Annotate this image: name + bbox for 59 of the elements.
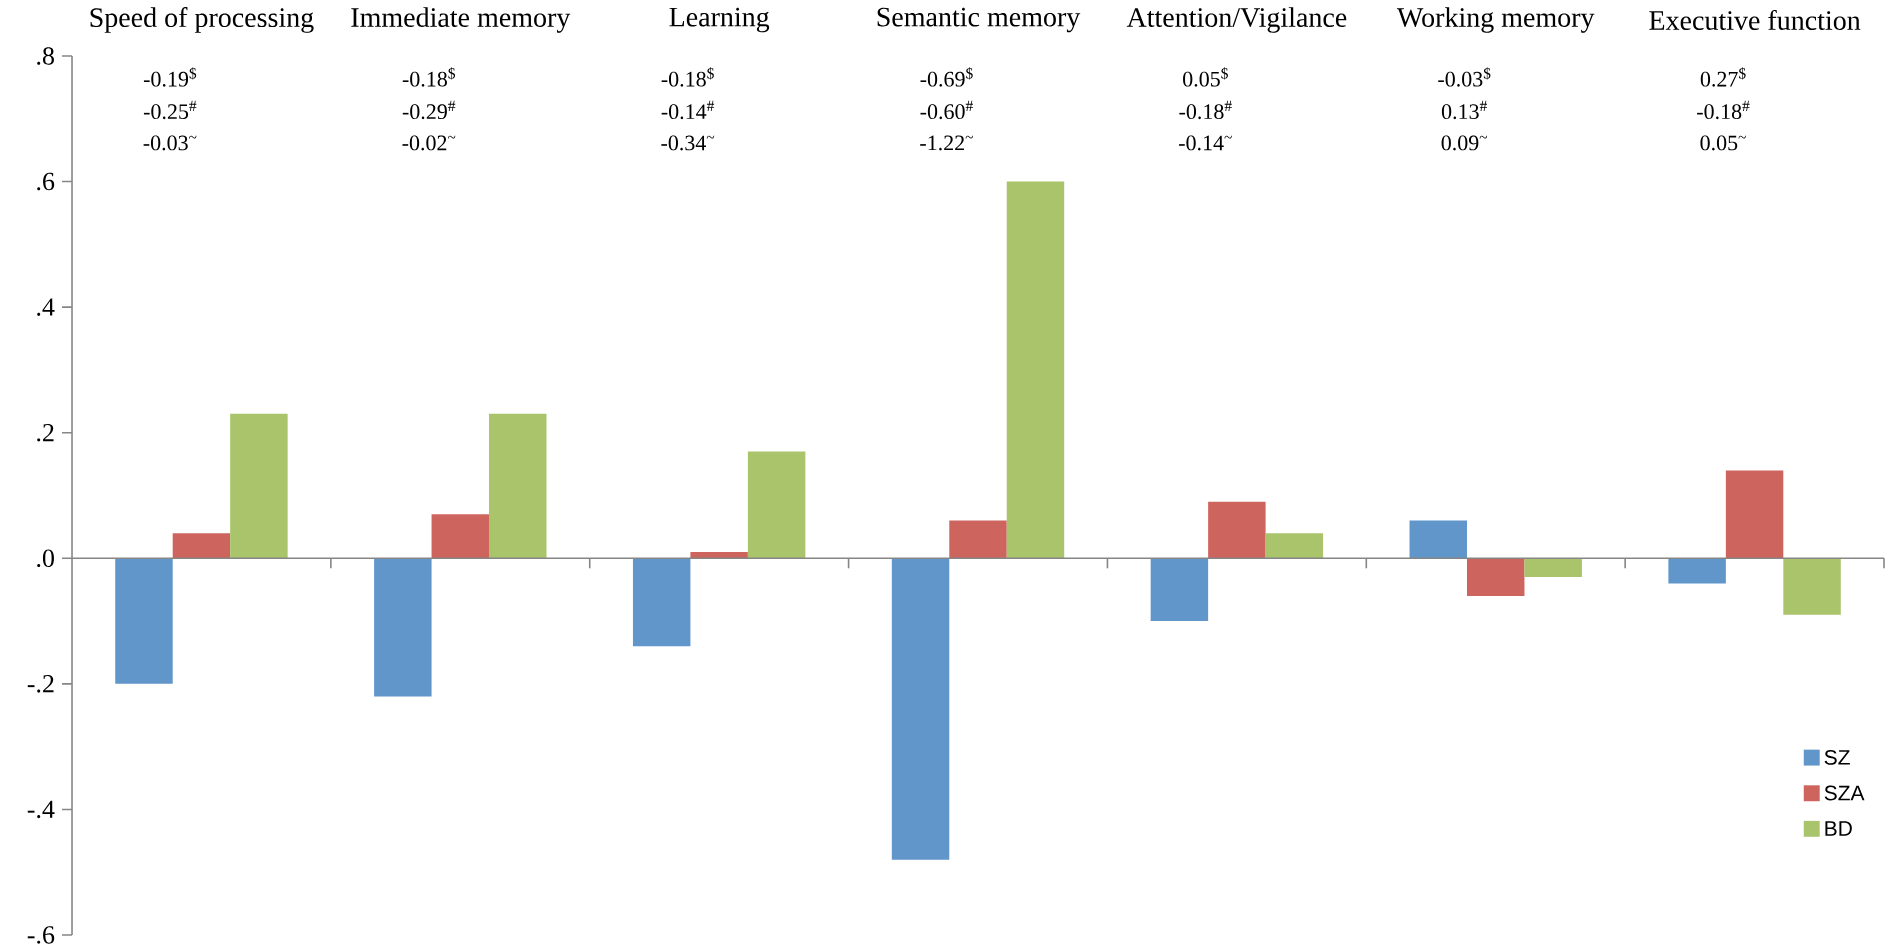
annotation: -0.34$^{~}$ <box>661 135 715 151</box>
bar <box>374 558 432 697</box>
y-tick-label: .0 <box>37 549 54 568</box>
y-tick-label: .6 <box>37 172 55 191</box>
y-tick-label: -.6 <box>27 926 55 944</box>
y-tick-label: .8 <box>37 47 54 65</box>
bar <box>230 413 288 559</box>
annotation: 0.05$^{~}$ <box>1700 135 1746 151</box>
x-tick-label: Executive function <box>1649 9 1861 30</box>
legend-label: SZA <box>1824 785 1865 801</box>
bar <box>1783 558 1841 615</box>
x-tick-label: Speed of processing <box>90 7 314 33</box>
legend-label: SZ <box>1824 749 1850 765</box>
annotation: 0.09$^{~}$ <box>1441 135 1488 151</box>
x-tick-label: Working memory <box>1396 7 1595 33</box>
annotation: -0.18$^{#}$ <box>1179 100 1232 120</box>
annotation: -0.03$^{~}$ <box>143 135 197 151</box>
annotation: 0.13$^{#}$ <box>1441 100 1487 120</box>
bar <box>431 514 490 559</box>
annotation: -0.02$^{~}$ <box>402 135 456 151</box>
y-tick-label: -.4 <box>27 800 55 819</box>
y-tick-label: .4 <box>37 298 55 316</box>
bar <box>1524 558 1582 578</box>
x-tick-label: Semantic memory <box>877 7 1081 33</box>
annotation: 0.27$^{$}$ <box>1700 67 1746 87</box>
bar <box>1466 558 1525 596</box>
bar <box>1208 501 1266 559</box>
bar <box>1265 533 1324 559</box>
bar <box>1409 520 1467 559</box>
annotation: -0.25$^{#}$ <box>143 100 197 120</box>
bar <box>632 558 691 647</box>
x-tick-label: Immediate memory <box>351 7 571 33</box>
annotation: -0.18$^{#}$ <box>1697 100 1750 120</box>
bar <box>172 533 231 559</box>
annotation: -0.19$^{$}$ <box>143 67 197 87</box>
annotation: -0.18$^{$}$ <box>402 67 456 87</box>
annotation: -0.29$^{#}$ <box>402 100 456 120</box>
bar <box>1150 558 1209 622</box>
annotation: -1.22$^{~}$ <box>920 135 974 151</box>
y-tick-label: .2 <box>37 423 54 442</box>
annotation: -0.18$^{$}$ <box>661 67 714 87</box>
bar <box>1668 558 1726 584</box>
bar <box>747 451 806 559</box>
annotation: -0.69$^{$}$ <box>920 67 973 87</box>
y-tick-label: -.2 <box>27 675 54 693</box>
annotation: 0.05$^{$}$ <box>1183 67 1228 87</box>
bar <box>1725 470 1784 559</box>
x-tick-label: Attention/Vigilance <box>1126 7 1347 33</box>
bar <box>1006 181 1065 559</box>
bar <box>891 558 950 860</box>
bar <box>949 520 1007 559</box>
annotation: -0.14$^{~}$ <box>1179 135 1232 151</box>
legend-label: BD <box>1825 821 1852 836</box>
annotation: -0.14$^{#}$ <box>661 100 715 120</box>
bar <box>489 413 547 559</box>
bar <box>115 558 173 684</box>
annotation: -0.03$^{$}$ <box>1438 67 1491 87</box>
x-tick-label: Learning <box>669 7 770 33</box>
annotation: -0.60$^{#}$ <box>920 100 973 120</box>
